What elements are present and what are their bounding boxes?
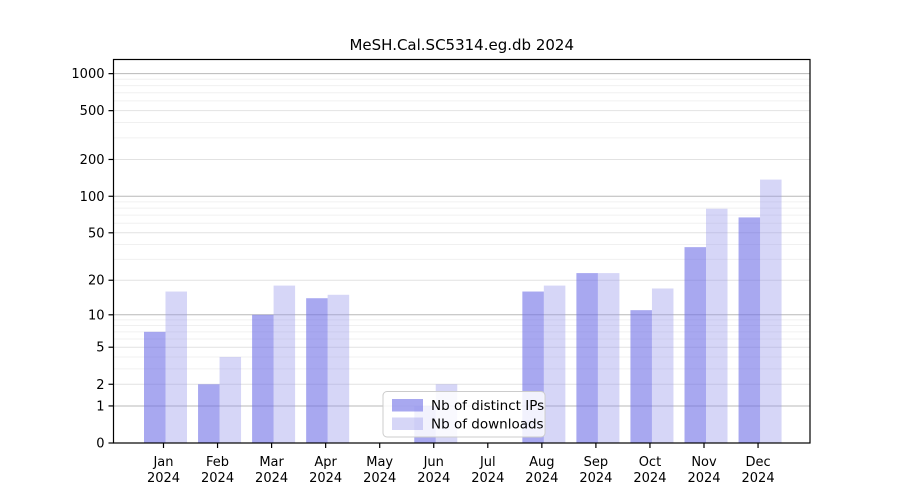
x-tick-label-year: 2024: [579, 471, 612, 486]
y-tick-label: 500: [80, 104, 105, 119]
x-tick-label-year: 2024: [147, 471, 180, 486]
bar-distinct-ips-mar: [252, 314, 274, 443]
x-tick-label-year: 2024: [363, 471, 396, 486]
x-tick-label-year: 2024: [687, 471, 720, 486]
x-tick-label-month: Mar: [259, 455, 284, 470]
y-tick-label: 20: [88, 274, 105, 289]
y-tick-label: 1: [96, 399, 104, 414]
legend-box: [382, 391, 546, 438]
bar-downloads-oct: [651, 288, 674, 443]
x-tick-label-month: Jul: [479, 455, 496, 470]
x-tick-label-month: Oct: [639, 455, 661, 470]
bar-downloads-mar: [273, 285, 296, 443]
x-tick-label-year: 2024: [417, 471, 450, 486]
bar-downloads-dec: [760, 179, 782, 444]
plot-frame: [112, 58, 811, 444]
x-axis: Jan2024Feb2024Mar2024Apr2024May2024Jun20…: [147, 443, 775, 486]
bar-distinct-ips-nov: [684, 247, 706, 443]
chart-title: MeSH.Cal.SC5314.eg.db 2024: [349, 36, 574, 54]
y-axis: 0 1 2 5 10 20 50 100 200 500 1000: [71, 67, 114, 452]
y-tick-label: 1000: [71, 67, 104, 82]
x-tick-label-month: Sep: [584, 455, 609, 470]
legend-label-distinct-ips: Nb of distinct IPs: [431, 398, 544, 414]
x-tick-label-month: Jan: [152, 455, 173, 470]
y-tick-label: 50: [88, 226, 105, 241]
x-tick-label-month: Aug: [529, 455, 554, 470]
x-tick-label-month: May: [366, 455, 393, 470]
x-tick-label-year: 2024: [471, 471, 504, 486]
legend-swatch-distinct-ips: [392, 399, 423, 412]
x-tick-label-month: Nov: [691, 455, 717, 470]
legend-label-downloads: Nb of downloads: [431, 417, 544, 433]
bar-downloads-sep: [597, 273, 620, 443]
bar-distinct-ips-apr: [306, 298, 328, 443]
legend: Nb of distinct IPs Nb of downloads: [382, 391, 546, 438]
y-tick-label: 2: [96, 378, 104, 393]
x-tick-label-month: Dec: [745, 455, 770, 470]
bar-distinct-ips-feb: [198, 384, 220, 443]
x-tick-label-year: 2024: [525, 471, 558, 486]
x-tick-label-year: 2024: [309, 471, 342, 486]
legend-swatch-downloads: [392, 417, 423, 430]
y-tick-label: 100: [80, 190, 105, 205]
x-tick-label-year: 2024: [255, 471, 288, 486]
x-tick-label-month: Feb: [206, 455, 229, 470]
bar-downloads-feb: [219, 356, 242, 443]
x-tick-label-year: 2024: [201, 471, 234, 486]
bar-distinct-ips-jan: [144, 331, 166, 443]
x-tick-label-year: 2024: [633, 471, 666, 486]
bar-distinct-ips-sep: [576, 273, 598, 443]
bar-downloads-aug: [543, 285, 566, 443]
y-tick-label: 200: [80, 153, 105, 168]
x-tick-label-year: 2024: [742, 471, 775, 486]
bar-distinct-ips-dec: [738, 217, 761, 443]
y-tick-label: 0: [96, 437, 104, 452]
y-tick-label: 5: [96, 341, 104, 356]
y-tick-label: 10: [88, 308, 105, 323]
bar-downloads-jan: [165, 291, 187, 443]
x-tick-label-month: Jun: [423, 455, 444, 470]
bar-downloads-nov: [706, 208, 728, 443]
bar-distinct-ips-oct: [630, 310, 652, 443]
bar-downloads-apr: [327, 294, 350, 443]
x-tick-label-month: Apr: [314, 455, 337, 470]
